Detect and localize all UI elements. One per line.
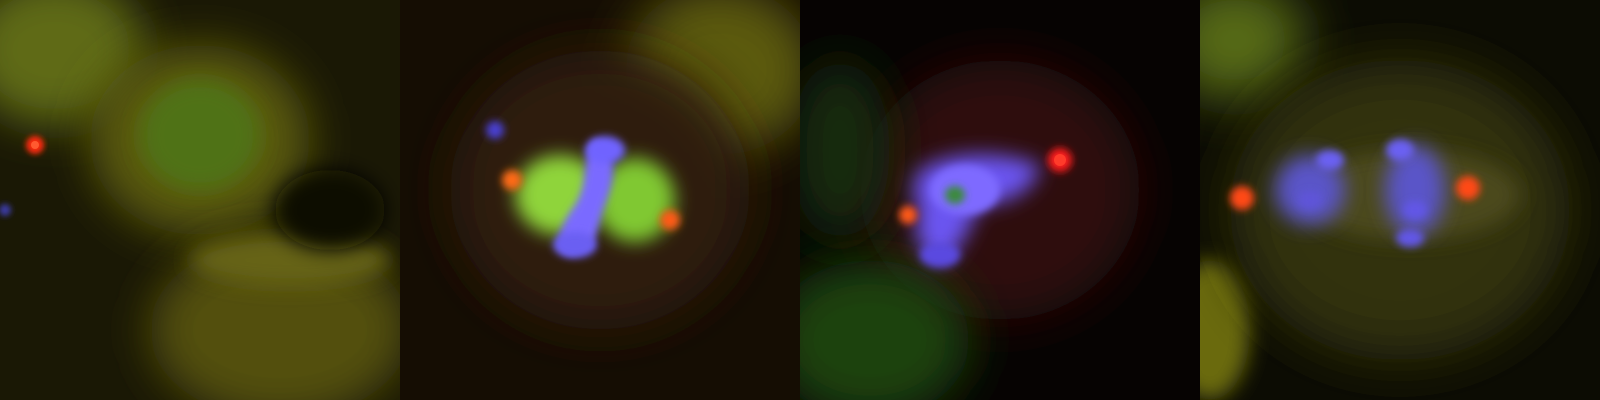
dna-speck xyxy=(0,204,11,216)
panel-2-image xyxy=(400,0,800,400)
chromosome-core xyxy=(930,165,1000,215)
centrosome-left xyxy=(1230,186,1254,210)
panel-4-image xyxy=(1200,0,1600,400)
green-spot xyxy=(945,186,965,204)
centrosome-left xyxy=(502,170,522,190)
chromosome-group-left xyxy=(1275,155,1345,225)
centrosome-dim xyxy=(899,206,917,224)
chromosome-tail xyxy=(920,243,960,267)
centrosome-right xyxy=(660,210,680,230)
neighbor-cell-top-left xyxy=(1200,0,1305,100)
stray-dna-speck xyxy=(486,121,504,139)
chromosome-blob-top xyxy=(585,136,625,164)
chromosome-blob-bottom xyxy=(553,232,597,258)
dark-gap xyxy=(275,170,385,250)
green-haze-left xyxy=(800,60,890,240)
green-cell-bottom-left xyxy=(800,260,970,400)
cell-nucleus-glow xyxy=(140,80,260,190)
chromosome-group-right xyxy=(1385,145,1445,235)
micrograph-panel-3 xyxy=(800,0,1200,400)
spindle-right-lobe xyxy=(595,158,675,242)
panel-1-image xyxy=(0,0,400,400)
chromosome-plate xyxy=(558,140,614,255)
centrosome-right xyxy=(1456,176,1480,200)
panel-3-image xyxy=(800,0,1200,400)
neighbor-cell-bottom-left xyxy=(1200,260,1250,400)
micrograph-panel-4 xyxy=(1200,0,1600,400)
micrograph-panel-2 xyxy=(400,0,800,400)
micrograph-panel-1 xyxy=(0,0,400,400)
